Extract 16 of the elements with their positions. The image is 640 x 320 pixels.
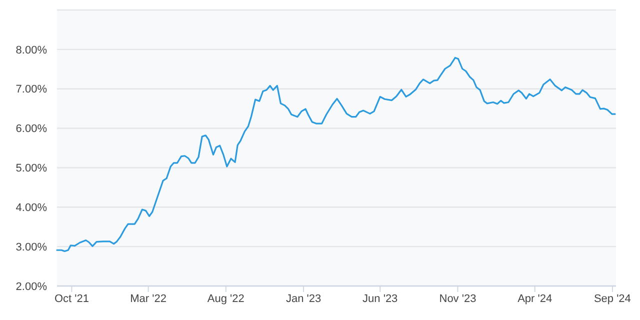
line-series: [56, 56, 616, 252]
x-tick-label: Sep '24: [594, 293, 631, 305]
y-tick-label: 3.00%: [16, 241, 48, 254]
y-tick-label: 7.00%: [16, 84, 48, 96]
x-tick-label: Nov '23: [439, 293, 476, 305]
x-tick-label: Oct '21: [54, 293, 89, 305]
x-tick-label: Jun '23: [362, 293, 398, 305]
y-tick-label: 2.00%: [16, 280, 48, 293]
y-tick-label: 5.00%: [16, 162, 48, 175]
x-tick-label: Mar '22: [130, 293, 166, 305]
y-tick-label: 4.00%: [16, 202, 48, 214]
y-tick-label: 8.00%: [16, 44, 48, 56]
y-tick-label: 6.00%: [16, 123, 48, 136]
x-tick-label: Aug '22: [207, 293, 244, 305]
x-tick-label: Apr '24: [518, 293, 552, 305]
x-tick-label: Jan '23: [286, 293, 322, 305]
